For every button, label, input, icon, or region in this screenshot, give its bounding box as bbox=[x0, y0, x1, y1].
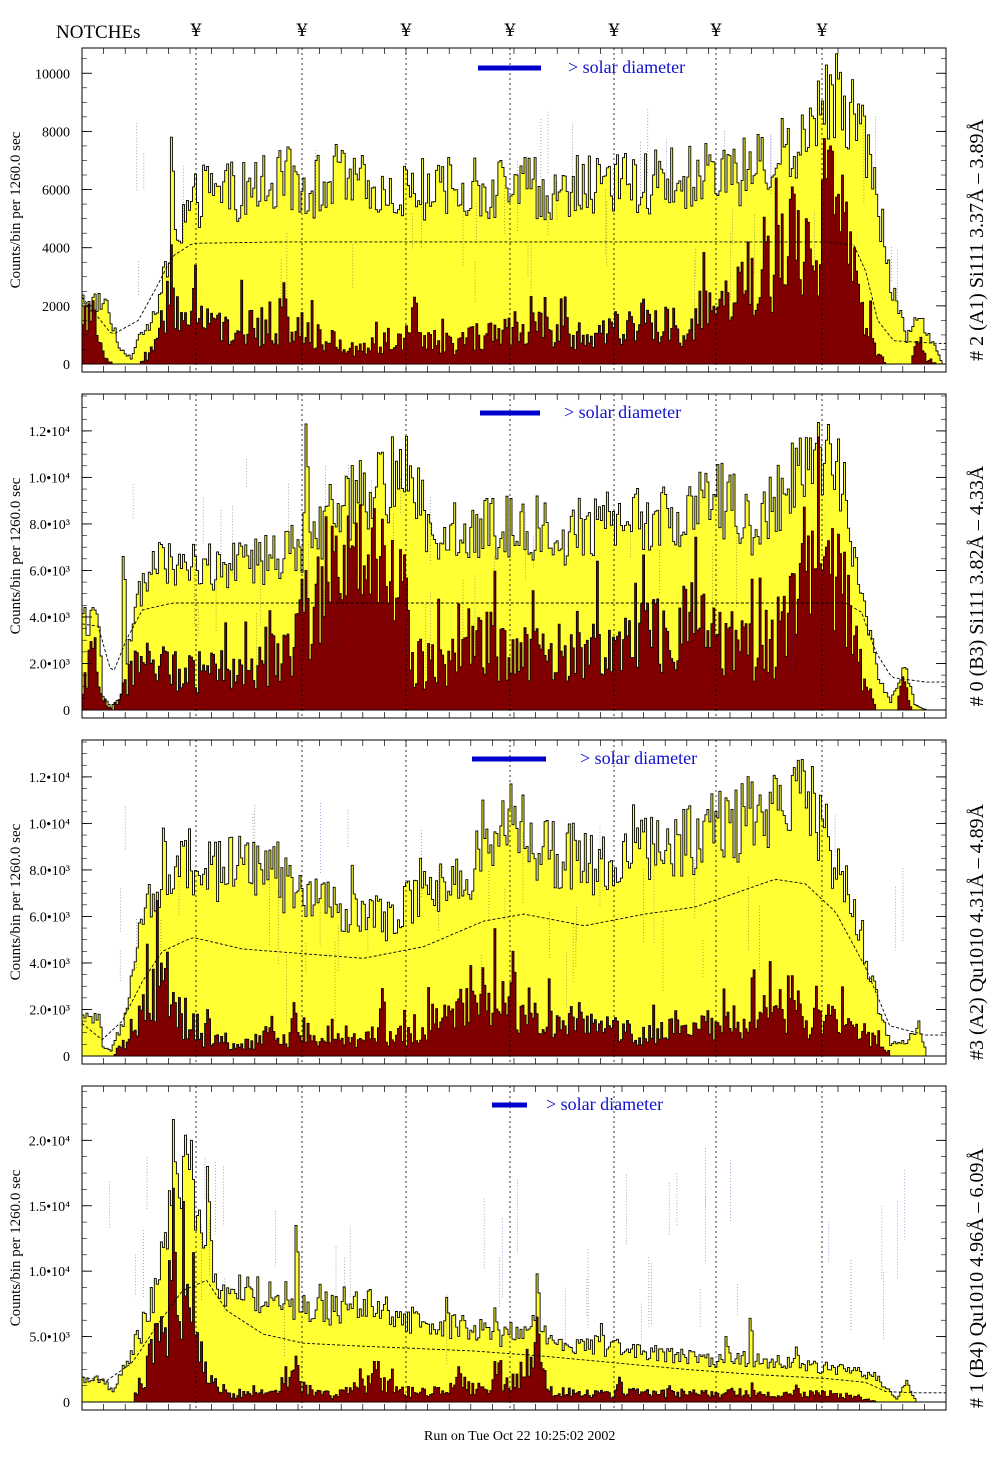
y-tick-label: 4.0•10³ bbox=[29, 611, 70, 626]
chart-panel: 0 5.0•10³ 1.0•10⁴ 1.5•10⁴ 2.0•10⁴ Counts/bin … bbox=[8, 1085, 988, 1411]
notch-marker-icon: ¥ bbox=[710, 21, 722, 41]
y-tick-label: 1.2•10⁴ bbox=[29, 425, 70, 440]
solar-diameter-legend: > solar diameter bbox=[568, 57, 685, 77]
y-tick-label: 2000 bbox=[42, 300, 70, 315]
notch-header: NOTCHEs ¥ ¥ ¥ ¥ ¥ ¥ ¥ bbox=[56, 21, 828, 43]
total-counts-histogram bbox=[82, 758, 946, 1057]
solar-diameter-legend: > solar diameter bbox=[580, 748, 697, 768]
y-tick-label: 2.0•10³ bbox=[29, 657, 70, 672]
y-axis-label: Counts/bin per 1260.0 sec bbox=[8, 823, 24, 980]
plot-area bbox=[82, 48, 946, 372]
total-counts-histogram bbox=[82, 1118, 946, 1403]
notch-marker-icon: ¥ bbox=[296, 21, 308, 41]
y-tick-label: 1.0•10⁴ bbox=[29, 817, 70, 832]
solar-diameter-legend: > solar diameter bbox=[546, 1094, 663, 1114]
notch-marker-icon: ¥ bbox=[608, 21, 620, 41]
chart-panel: 0 2.0•10³ 4.0•10³ 6.0•10³ 8.0•10³ 1.0•10⁴ 1.2•… bbox=[8, 393, 988, 719]
y-tick-label: 0 bbox=[63, 1396, 70, 1411]
y-tick-label: 6.0•10³ bbox=[29, 910, 70, 925]
plot-area bbox=[82, 1086, 946, 1410]
plot-area bbox=[82, 740, 946, 1064]
y-tick-label: 8.0•10³ bbox=[29, 518, 70, 533]
y-tick-label: 6.0•10³ bbox=[29, 564, 70, 579]
notch-marker-icon: ¥ bbox=[400, 21, 412, 41]
subset-counts-histogram bbox=[82, 436, 946, 711]
subset-counts-histogram bbox=[82, 138, 946, 365]
y-axis-label: Counts/bin per 1260.0 sec bbox=[8, 131, 24, 288]
y-tick-label: 5.0•10³ bbox=[29, 1331, 70, 1346]
subset-counts-histogram bbox=[82, 900, 946, 1057]
smoothed-reference-curve bbox=[82, 241, 946, 345]
y-tick-label: 1.0•10⁴ bbox=[29, 1265, 70, 1280]
plot-area bbox=[82, 394, 946, 718]
notch-marker-icon: ¥ bbox=[816, 21, 828, 41]
smoothed-reference-curve bbox=[82, 879, 946, 1041]
notches-label: NOTCHEs bbox=[56, 22, 140, 43]
smoothed-reference-curve bbox=[82, 1279, 946, 1394]
y-tick-label: 1.0•10⁴ bbox=[29, 471, 70, 486]
y-axis-label: Counts/bin per 1260.0 sec bbox=[8, 1169, 24, 1326]
detector-range-label: #3 (A2) Qu1010 4.31Å – 4.89Å bbox=[966, 803, 988, 1060]
chart-panel: 0 2000 4000 6000 8000 10000 Counts/bin per 126… bbox=[8, 47, 988, 373]
y-tick-label: 10000 bbox=[35, 67, 70, 82]
notch-marker-icon: ¥ bbox=[190, 21, 202, 41]
y-tick-label: 6000 bbox=[42, 184, 70, 199]
y-tick-label: 2.0•10⁴ bbox=[29, 1134, 70, 1149]
detector-range-label: # 1 (B4) Qu1010 4.96Å – 6.09Å bbox=[966, 1147, 988, 1408]
total-counts-histogram bbox=[82, 53, 946, 365]
chart-panel: 0 2.0•10³ 4.0•10³ 6.0•10³ 8.0•10³ 1.0•10⁴ 1.2•… bbox=[8, 739, 988, 1065]
detector-range-label: # 2 (A1) Si111 3.37Å – 3.89Å bbox=[966, 119, 988, 361]
solar-diameter-legend: > solar diameter bbox=[564, 402, 681, 422]
y-tick-label: 8.0•10³ bbox=[29, 864, 70, 879]
y-tick-label: 4.0•10³ bbox=[29, 957, 70, 972]
y-tick-label: 2.0•10³ bbox=[29, 1003, 70, 1018]
y-tick-label: 0 bbox=[63, 358, 70, 373]
y-tick-label: 1.2•10⁴ bbox=[29, 771, 70, 786]
y-tick-label: 0 bbox=[63, 704, 70, 719]
footer-run-text: Run on Tue Oct 22 10:25:02 2002 bbox=[424, 1429, 615, 1444]
panels: 0 2000 4000 6000 8000 10000 Counts/bin per 126… bbox=[8, 47, 988, 1411]
subset-counts-histogram bbox=[82, 1187, 946, 1403]
y-tick-label: 0 bbox=[63, 1050, 70, 1065]
y-tick-label: 8000 bbox=[42, 125, 70, 140]
y-axis-label: Counts/bin per 1260.0 sec bbox=[8, 477, 24, 634]
detector-range-label: # 0 (B3) Si111 3.82Å – 4.33Å bbox=[966, 465, 988, 706]
notch-marker-icon: ¥ bbox=[504, 21, 516, 41]
smoothed-reference-curve bbox=[82, 602, 946, 683]
y-tick-label: 4000 bbox=[42, 242, 70, 257]
y-tick-label: 1.5•10⁴ bbox=[29, 1200, 70, 1215]
